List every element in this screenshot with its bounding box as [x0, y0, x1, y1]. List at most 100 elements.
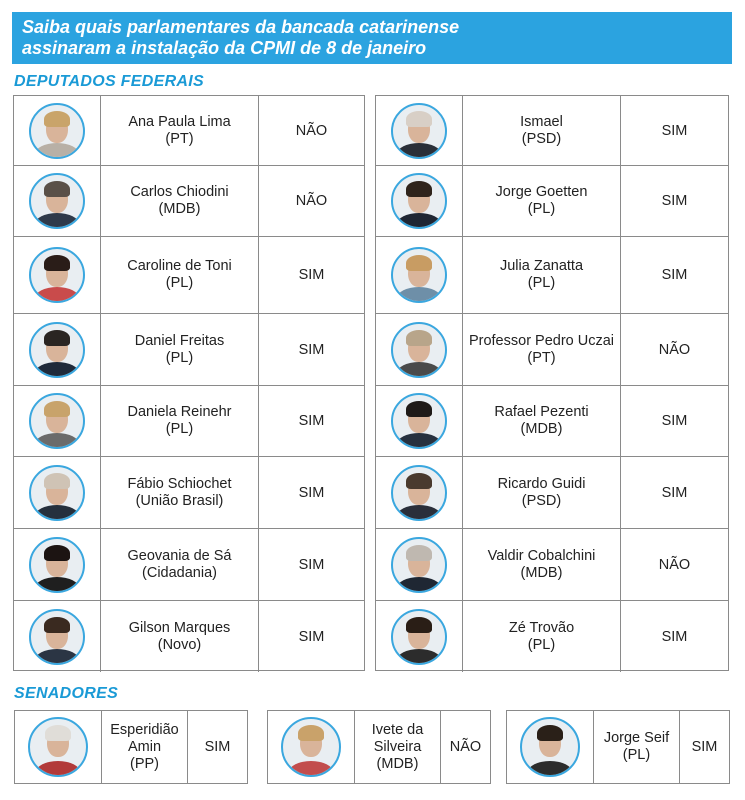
member-party: (PL)	[527, 201, 556, 217]
vote-cell: SIM	[620, 166, 728, 236]
member-party: (PT)	[165, 130, 194, 147]
member-name: Jorge Seif	[603, 730, 670, 746]
member-name: Zé Trovão	[508, 619, 575, 636]
member-name: Ivete da Silveira	[371, 721, 424, 755]
name-cell: Professor Pedro Uczai (PT)	[462, 314, 620, 385]
vote-cell: SIM	[620, 457, 728, 528]
member-party: (PSD)	[521, 492, 562, 509]
portrait-photo	[281, 717, 341, 777]
member-row: Ivete da Silveira (MDB) NÃO	[268, 711, 490, 783]
header-banner: Saiba quais parlamentares da bancada cat…	[12, 12, 732, 64]
member-party: (PP)	[130, 755, 159, 772]
vote-cell: SIM	[258, 601, 364, 672]
name-cell: Daniel Freitas (PL)	[100, 314, 258, 385]
photo-cell	[14, 529, 100, 600]
photo-cell	[376, 529, 462, 600]
vote-cell: SIM	[258, 237, 364, 313]
member-row: Valdir Cobalchini (MDB) NÃO	[376, 529, 728, 601]
vote-value: SIM	[298, 556, 325, 573]
member-party: (Novo)	[157, 636, 202, 653]
vote-cell: SIM	[258, 314, 364, 385]
senador-card: Esperidião Amin (PP) SIM	[14, 710, 248, 784]
vote-cell: SIM	[620, 601, 728, 672]
portrait-photo	[391, 608, 447, 665]
name-cell: Jorge Goetten (PL)	[462, 166, 620, 236]
photo-cell	[507, 711, 593, 783]
vote-value: SIM	[661, 484, 688, 501]
vote-value: NÃO	[449, 739, 482, 755]
member-name: Jorge Goetten	[495, 184, 588, 200]
name-cell: Carlos Chiodini (MDB)	[100, 166, 258, 236]
vote-value: SIM	[661, 122, 688, 139]
name-cell: Fábio Schiochet (União Brasil)	[100, 457, 258, 528]
name-cell: Ivete da Silveira (MDB)	[354, 711, 440, 783]
member-name: Gilson Marques	[128, 619, 231, 636]
photo-cell	[376, 386, 462, 456]
vote-value: SIM	[661, 628, 688, 645]
vote-value: SIM	[661, 413, 688, 429]
photo-cell	[14, 237, 100, 313]
name-cell: Caroline de Toni (PL)	[100, 237, 258, 313]
portrait-photo	[391, 173, 447, 229]
member-name: Caroline de Toni	[127, 258, 232, 274]
member-party: (União Brasil)	[135, 492, 224, 509]
member-name: Geovania de Sá	[127, 547, 232, 564]
member-party: (MDB)	[376, 755, 419, 772]
photo-cell	[14, 457, 100, 528]
name-cell: Gilson Marques (Novo)	[100, 601, 258, 672]
member-name: Valdir Cobalchini	[487, 547, 596, 564]
member-name: Professor Pedro Uczai	[468, 332, 615, 349]
name-cell: Daniela Reinehr (PL)	[100, 386, 258, 456]
vote-cell: NÃO	[258, 96, 364, 165]
member-party: (PL)	[165, 275, 194, 291]
member-row: Ricardo Guidi (PSD) SIM	[376, 457, 728, 529]
photo-cell	[376, 166, 462, 236]
portrait-photo	[29, 102, 85, 159]
name-cell: Ricardo Guidi (PSD)	[462, 457, 620, 528]
member-party: (PL)	[165, 421, 194, 437]
member-name: Ana Paula Lima	[128, 113, 231, 130]
vote-value: SIM	[298, 484, 325, 501]
vote-cell: SIM	[620, 96, 728, 165]
photo-cell	[15, 711, 101, 783]
member-party: (PL)	[165, 349, 194, 366]
member-party: (MDB)	[158, 201, 201, 217]
portrait-photo	[29, 536, 85, 593]
name-cell: Julia Zanatta (PL)	[462, 237, 620, 313]
photo-cell	[376, 96, 462, 165]
photo-cell	[14, 166, 100, 236]
portrait-photo	[391, 247, 447, 303]
portrait-photo	[28, 717, 88, 777]
member-row: Rafael Pezenti (MDB) SIM	[376, 386, 728, 457]
member-row: Jorge Goetten (PL) SIM	[376, 166, 728, 237]
name-cell: Zé Trovão (PL)	[462, 601, 620, 672]
vote-value: NÃO	[658, 556, 691, 573]
senador-card: Ivete da Silveira (MDB) NÃO	[267, 710, 491, 784]
banner-line-1: Saiba quais parlamentares da bancada cat…	[22, 17, 460, 37]
vote-value: NÃO	[658, 341, 691, 358]
vote-value: SIM	[661, 193, 688, 209]
member-row: Daniela Reinehr (PL) SIM	[14, 386, 364, 457]
member-name: Esperidião Amin	[110, 721, 179, 755]
vote-value: SIM	[204, 739, 231, 755]
photo-cell	[268, 711, 354, 783]
vote-cell: NÃO	[258, 166, 364, 236]
member-party: (PL)	[527, 275, 556, 291]
photo-cell	[14, 314, 100, 385]
vote-cell: SIM	[620, 386, 728, 456]
member-row: Daniel Freitas (PL) SIM	[14, 314, 364, 386]
vote-cell: SIM	[187, 711, 247, 783]
member-party: (PL)	[527, 636, 556, 653]
member-name: Daniel Freitas	[134, 332, 225, 349]
photo-cell	[14, 386, 100, 456]
member-row: Carlos Chiodini (MDB) NÃO	[14, 166, 364, 237]
name-cell: Esperidião Amin (PP)	[101, 711, 187, 783]
portrait-photo	[391, 393, 447, 449]
portrait-photo	[29, 173, 85, 229]
member-row: Ana Paula Lima (PT) NÃO	[14, 96, 364, 166]
portrait-photo	[391, 536, 447, 593]
vote-cell: SIM	[258, 386, 364, 456]
portrait-photo	[29, 321, 85, 378]
vote-value: NÃO	[295, 122, 328, 139]
vote-cell: SIM	[258, 529, 364, 600]
